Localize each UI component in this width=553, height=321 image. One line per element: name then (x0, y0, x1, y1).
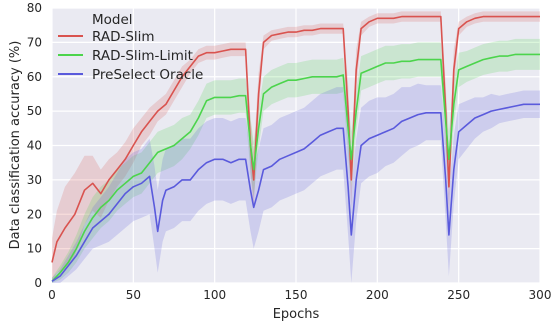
y-tick-label: 10 (27, 242, 42, 256)
legend: Model RAD-Slim RAD-Slim-Limit PreSelect Or… (58, 12, 203, 83)
x-tick-label: 200 (366, 288, 389, 302)
series-lines (51, 15, 540, 282)
y-tick-label: 50 (27, 104, 42, 118)
y-tick-labels: 0 10 20 30 40 50 60 70 80 (27, 1, 42, 290)
y-tick-label: 40 (27, 139, 42, 153)
legend-label-1: RAD-Slim-Limit (92, 48, 193, 64)
x-tick-label: 300 (529, 288, 552, 302)
x-tick-label: 150 (285, 288, 308, 302)
legend-title: Model (92, 12, 133, 28)
legend-label-2: PreSelect Oracle (92, 67, 203, 83)
y-tick-label: 80 (27, 1, 42, 15)
series-line-0 (51, 15, 540, 263)
series-band-2 (52, 83, 540, 283)
y-tick-label: 20 (27, 207, 42, 221)
confidence-bands (52, 11, 540, 284)
series-band-1 (52, 38, 540, 284)
series-line-1 (51, 53, 540, 282)
x-tick-label: 100 (203, 288, 226, 302)
y-tick-label: 60 (27, 70, 42, 84)
y-tick-label: 30 (27, 173, 42, 187)
y-tick-label: 0 (34, 276, 42, 290)
x-tick-labels: 0 50 100 150 200 250 300 (48, 288, 551, 302)
x-tick-label: 50 (126, 288, 141, 302)
y-axis-label: Data classification accuracy (%) (8, 41, 23, 250)
gridlines (51, 7, 541, 284)
y-tick-label: 70 (27, 35, 42, 49)
x-tick-label: 250 (447, 288, 470, 302)
x-axis-label: Epochs (273, 307, 320, 321)
series-line-2 (51, 103, 540, 282)
legend-label-0: RAD-Slim (92, 29, 155, 45)
x-tick-label: 0 (48, 288, 56, 302)
